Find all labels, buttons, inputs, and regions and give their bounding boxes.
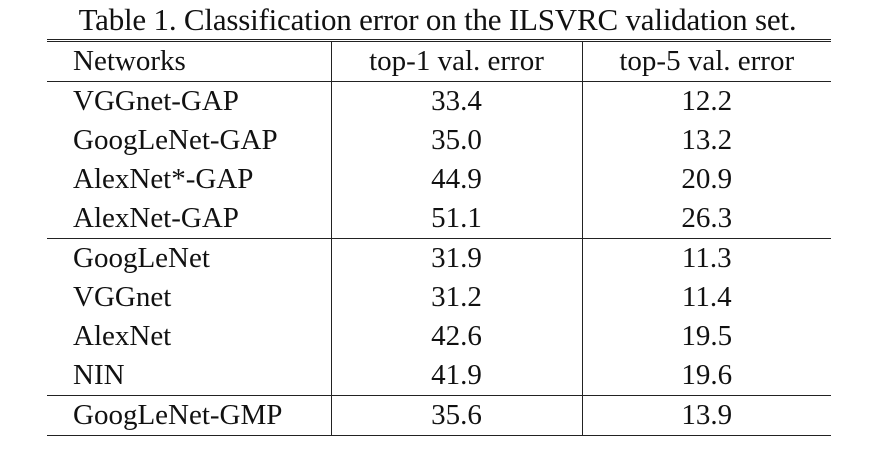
top1-error-value: 31.2 xyxy=(330,278,583,317)
network-name: AlexNet xyxy=(73,320,172,352)
network-name: GoogLeNet-GAP xyxy=(73,124,278,156)
table-row: AlexNet-GAP 51.1 26.3 xyxy=(47,199,831,239)
table-caption: Table 1. Classification error on the ILS… xyxy=(78,2,797,37)
top5-error-value: 19.6 xyxy=(681,359,733,391)
header-networks: Networks xyxy=(73,45,186,77)
network-name: VGGnet xyxy=(73,281,172,313)
table-row: AlexNet 42.6 19.5 xyxy=(47,317,831,356)
top1-error-value: 35.6 xyxy=(330,395,583,436)
top1-error-value: 35.0 xyxy=(330,121,583,160)
top1-error-value: 42.6 xyxy=(330,317,583,356)
top1-error-value: 51.1 xyxy=(330,199,583,239)
header-row: Networks top-1 val. error top-5 val. err… xyxy=(47,40,831,82)
top5-error-value: 11.3 xyxy=(681,242,732,274)
network-name: AlexNet*-GAP xyxy=(73,163,254,195)
table-row: GoogLeNet 31.9 11.3 xyxy=(47,238,831,278)
table-row: AlexNet*-GAP 44.9 20.9 xyxy=(47,160,831,199)
results-table-container: Networks top-1 val. error top-5 val. err… xyxy=(47,39,831,436)
top5-error-value: 12.2 xyxy=(681,85,733,117)
network-name: NIN xyxy=(73,359,125,391)
top5-error-value: 13.9 xyxy=(681,399,733,431)
top1-error-value: 33.4 xyxy=(330,81,583,121)
table-row: VGGnet 31.2 11.4 xyxy=(47,278,831,317)
table-group-gap: VGGnet-GAP 33.4 12.2 GoogLeNet-GAP 35.0 … xyxy=(47,81,831,239)
table-row: NIN 41.9 19.6 xyxy=(47,356,831,396)
network-name: GoogLeNet-GMP xyxy=(73,399,283,431)
results-table: Networks top-1 val. error top-5 val. err… xyxy=(47,39,831,436)
network-name: GoogLeNet xyxy=(73,242,210,274)
top1-error-value: 41.9 xyxy=(330,356,583,396)
table-row: VGGnet-GAP 33.4 12.2 xyxy=(47,81,831,121)
top5-error-value: 13.2 xyxy=(681,124,733,156)
top5-error-value: 11.4 xyxy=(681,281,732,313)
top5-error-value: 19.5 xyxy=(681,320,733,352)
top5-error-value: 20.9 xyxy=(681,163,733,195)
header-top5-error: top-5 val. error xyxy=(619,45,795,77)
table-header: Networks top-1 val. error top-5 val. err… xyxy=(47,40,831,82)
table-group-baseline: GoogLeNet 31.9 11.3 VGGnet 31.2 11.4 Ale… xyxy=(47,238,831,396)
table-group-gmp: GoogLeNet-GMP 35.6 13.9 xyxy=(47,395,831,436)
top1-error-value: 31.9 xyxy=(330,238,583,278)
top5-error-value: 26.3 xyxy=(681,202,733,234)
top1-error-value: 44.9 xyxy=(330,160,583,199)
network-name: AlexNet-GAP xyxy=(73,202,239,234)
table-row: GoogLeNet-GMP 35.6 13.9 xyxy=(47,395,831,436)
table-row: GoogLeNet-GAP 35.0 13.2 xyxy=(47,121,831,160)
header-top1-error: top-1 val. error xyxy=(330,40,583,82)
network-name: VGGnet-GAP xyxy=(73,85,239,117)
